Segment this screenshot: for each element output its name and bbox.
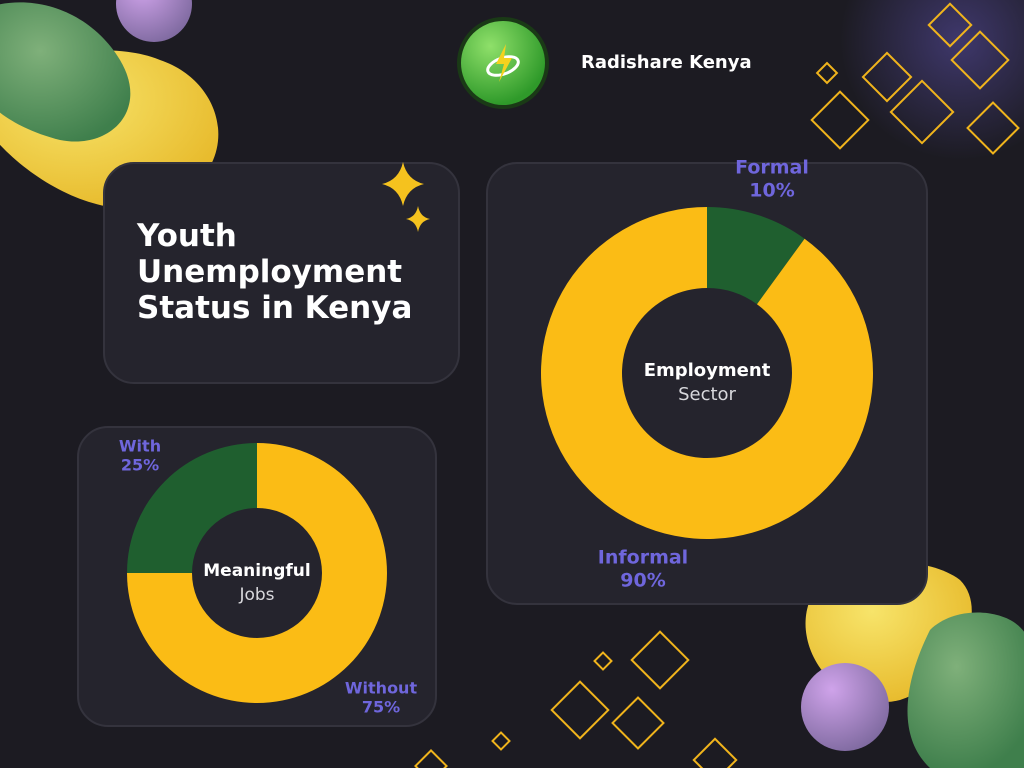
blob	[801, 663, 889, 751]
value-label: 75%	[362, 698, 400, 717]
center-title: Meaningful	[203, 561, 310, 581]
page-title: Youth Unemployment Status in Kenya	[137, 218, 413, 326]
value-label: 10%	[749, 179, 794, 201]
brand-name: Radishare Kenya	[581, 52, 752, 73]
category-label: Informal	[598, 547, 688, 569]
center-title: Employment	[644, 360, 771, 381]
glow	[840, 0, 1024, 160]
title-card	[103, 162, 460, 384]
blob	[116, 0, 192, 42]
value-label: 90%	[620, 569, 665, 591]
donut-segment	[707, 207, 805, 305]
donut-segment	[127, 443, 387, 703]
category-label: Formal	[735, 157, 809, 179]
category-label: Without	[345, 679, 418, 698]
sparkle	[406, 206, 430, 232]
center-subtitle: Jobs	[238, 585, 274, 605]
blob	[0, 2, 131, 142]
blob	[907, 612, 1024, 768]
sparkle	[382, 162, 424, 206]
diamonds	[414, 2, 1020, 768]
center-subtitle: Sector	[678, 384, 736, 405]
category-label: With	[119, 437, 161, 456]
donut-segment	[540, 206, 873, 539]
logo-bolt	[496, 44, 512, 82]
value-label: 25%	[121, 456, 159, 475]
donut-segment	[127, 443, 257, 573]
